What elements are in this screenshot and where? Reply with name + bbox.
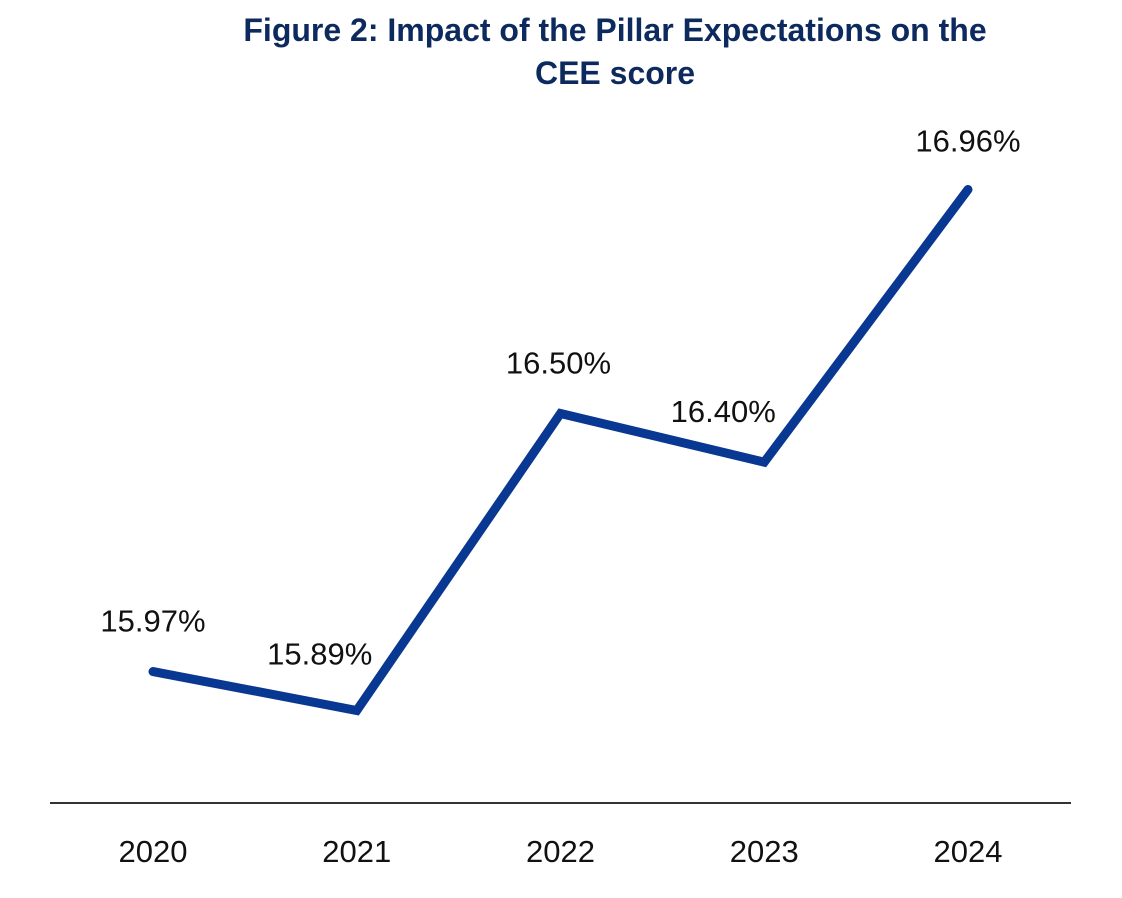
x-tick-label-2023: 2023	[730, 834, 799, 869]
x-tick-label-2022: 2022	[526, 834, 595, 869]
data-label-2024: 16.96%	[915, 124, 1020, 159]
x-tick-label-2020: 2020	[119, 834, 188, 869]
x-tick-label-2024: 2024	[934, 834, 1003, 869]
data-label-2021: 15.89%	[267, 636, 372, 671]
chart-title-line-1: Figure 2: Impact of the Pillar Expectati…	[243, 12, 986, 48]
series-line	[148, 185, 973, 716]
x-tick-label-2021: 2021	[322, 834, 391, 869]
data-label-2022: 16.50%	[506, 345, 611, 380]
data-label-2020: 15.97%	[100, 604, 205, 639]
chart-title-line-2: CEE score	[535, 55, 695, 91]
data-label-2023: 16.40%	[671, 394, 776, 429]
